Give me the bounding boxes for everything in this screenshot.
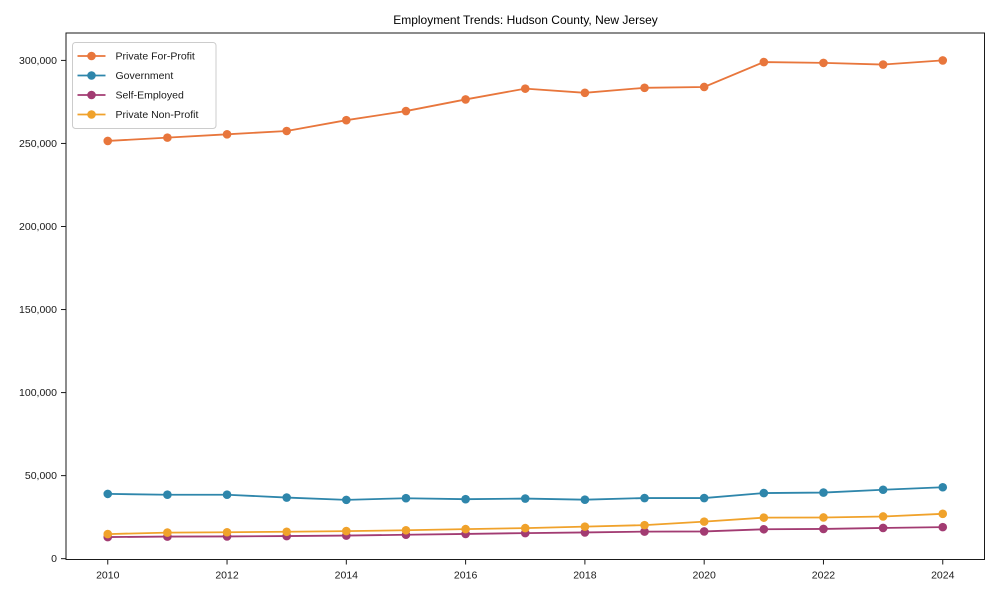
y-axis-tick-label: 300,000 xyxy=(19,55,57,67)
series-marker-0 xyxy=(282,126,291,136)
legend-label: Self-Employed xyxy=(116,90,184,102)
series-marker-1 xyxy=(640,493,649,503)
y-axis-tick-label: 250,000 xyxy=(19,138,57,150)
y-axis-tick-label: 200,000 xyxy=(19,221,57,233)
series-marker-1 xyxy=(699,493,709,503)
x-axis-tick-label: 2024 xyxy=(931,570,955,582)
series-marker-0 xyxy=(640,83,649,93)
chart-title: Employment Trends: Hudson County, New Je… xyxy=(393,13,658,27)
legend-box xyxy=(72,42,217,129)
series-marker-0 xyxy=(163,133,172,142)
x-axis-tick-label: 2020 xyxy=(692,570,716,582)
x-axis-tick-label: 2010 xyxy=(96,570,120,582)
series-marker-3 xyxy=(342,526,351,536)
series-marker-0 xyxy=(580,88,590,98)
series-marker-1 xyxy=(342,495,351,505)
series-marker-3 xyxy=(401,525,411,535)
series-marker-1 xyxy=(222,490,232,500)
x-axis-tick-label: 2018 xyxy=(573,570,597,582)
series-marker-3 xyxy=(878,512,888,521)
series-marker-0 xyxy=(759,57,769,67)
series-marker-1 xyxy=(819,488,828,497)
series-marker-3 xyxy=(163,528,172,537)
series-marker-1 xyxy=(580,495,590,505)
series-marker-0 xyxy=(222,130,232,139)
series-marker-2 xyxy=(878,523,888,533)
series-marker-3 xyxy=(282,527,291,537)
y-axis-tick-label: 100,000 xyxy=(19,387,57,399)
legend-marker xyxy=(87,51,96,61)
series-marker-3 xyxy=(520,523,530,533)
series-marker-0 xyxy=(342,115,351,125)
y-axis-tick-label: 0 xyxy=(51,553,57,565)
series-marker-0 xyxy=(819,58,828,68)
legend-marker xyxy=(87,90,96,100)
legend-marker xyxy=(87,110,96,119)
series-marker-1 xyxy=(461,494,470,504)
y-axis-tick-label: 50,000 xyxy=(25,470,57,482)
series-marker-0 xyxy=(699,82,709,92)
plot-border xyxy=(65,32,985,560)
legend-label: Private Non-Profit xyxy=(116,109,199,121)
series-marker-3 xyxy=(222,527,232,537)
series-marker-3 xyxy=(699,517,709,526)
series-marker-1 xyxy=(103,489,113,499)
series-marker-3 xyxy=(759,513,769,522)
series-marker-0 xyxy=(938,56,948,65)
legend-marker xyxy=(87,71,96,80)
x-axis-tick-label: 2022 xyxy=(812,570,836,582)
series-marker-3 xyxy=(819,513,828,522)
series-marker-0 xyxy=(878,60,888,69)
series-marker-3 xyxy=(580,522,590,531)
series-marker-3 xyxy=(640,520,649,530)
series-marker-1 xyxy=(759,488,769,498)
series-marker-2 xyxy=(759,524,769,534)
series-marker-3 xyxy=(103,529,113,539)
series-marker-0 xyxy=(103,136,113,146)
series-marker-0 xyxy=(401,106,411,116)
series-marker-2 xyxy=(819,524,828,534)
series-marker-1 xyxy=(878,485,888,495)
series-marker-1 xyxy=(520,494,530,503)
series-marker-1 xyxy=(163,490,172,500)
series-marker-1 xyxy=(282,493,291,502)
series-marker-3 xyxy=(461,524,470,534)
legend-label: Private For-Profit xyxy=(116,51,195,63)
series-marker-1 xyxy=(401,493,411,503)
series-marker-2 xyxy=(640,527,649,536)
x-axis-tick-label: 2012 xyxy=(215,570,239,582)
series-marker-2 xyxy=(938,522,948,532)
x-axis-tick-label: 2014 xyxy=(335,570,359,582)
y-axis-tick-label: 150,000 xyxy=(19,304,57,316)
x-axis-tick-label: 2016 xyxy=(454,570,478,582)
series-marker-0 xyxy=(461,95,470,104)
series-marker-1 xyxy=(938,482,948,492)
series-line-0 xyxy=(107,59,943,142)
legend-label: Government xyxy=(116,70,174,82)
series-marker-0 xyxy=(520,84,530,93)
series-marker-2 xyxy=(699,527,709,536)
series-marker-3 xyxy=(938,509,948,519)
